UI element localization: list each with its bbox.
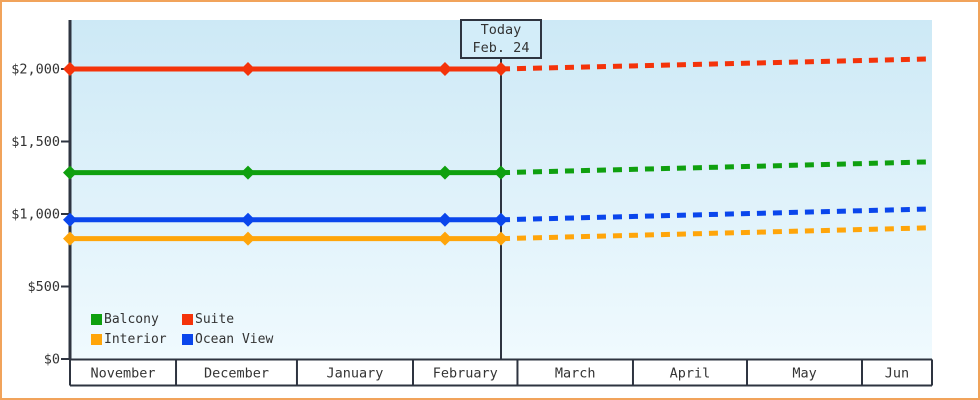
today-date: Feb. 24 [472, 40, 530, 56]
interior-color-swatch [91, 334, 102, 345]
marker-ocean-view [494, 212, 508, 227]
forecast-suite [500, 56, 933, 72]
legend-label-balcony: Balcony [104, 312, 159, 327]
month-axis: November December January February March Apri… [69, 358, 933, 387]
marker-ocean-view [437, 212, 452, 227]
legend-item-ocean-view: Ocean View [182, 332, 273, 347]
marker-interior [494, 231, 508, 246]
month-label: February [433, 366, 498, 382]
marker-interior [241, 231, 256, 246]
legend-item-interior: Interior [91, 332, 182, 347]
marker-suite [63, 62, 77, 76]
marker-balcony [63, 165, 77, 180]
chart-legend: Balcony Suite Interior Ocean View [91, 312, 273, 347]
marker-suite [437, 62, 452, 76]
month-label: Jun [885, 366, 909, 382]
y-tick-label: $1,500 [11, 134, 60, 150]
legend-label-suite: Suite [195, 312, 235, 327]
marker-interior [63, 231, 77, 246]
forecast-ocean-view [500, 206, 933, 223]
legend-label-ocean-view: Ocean View [195, 332, 274, 347]
month-label: November [90, 366, 155, 382]
marker-balcony [494, 165, 508, 180]
today-marker-box: Today Feb. 24 [460, 19, 542, 59]
month-label: May [792, 366, 816, 382]
series-balcony [63, 159, 933, 180]
forecast-balcony [500, 159, 933, 176]
series-suite [63, 56, 933, 76]
marker-interior [437, 231, 452, 246]
marker-suite [494, 62, 508, 76]
marker-ocean-view [63, 212, 77, 227]
marker-suite [241, 62, 256, 76]
marker-balcony [241, 165, 256, 180]
marker-ocean-view [241, 212, 256, 227]
marker-balcony [437, 165, 452, 180]
month-label: March [555, 366, 596, 382]
y-tick-label: $500 [27, 279, 60, 295]
series-ocean-view [63, 206, 933, 227]
legend-label-interior: Interior [104, 332, 167, 347]
suite-color-swatch [182, 314, 193, 325]
balcony-color-swatch [91, 314, 102, 325]
month-label: December [204, 366, 269, 382]
y-tick-label: $1,000 [11, 207, 60, 223]
ocean-view-color-swatch [182, 334, 193, 345]
legend-item-balcony: Balcony [91, 312, 182, 327]
forecast-interior [500, 225, 933, 242]
legend-item-suite: Suite [182, 312, 273, 327]
y-tick-label: $0 [44, 352, 60, 368]
series-interior [63, 225, 933, 246]
month-label: April [670, 366, 711, 382]
y-tick-label: $2,000 [11, 62, 60, 78]
month-label: January [327, 366, 384, 382]
today-label: Today [480, 22, 522, 38]
